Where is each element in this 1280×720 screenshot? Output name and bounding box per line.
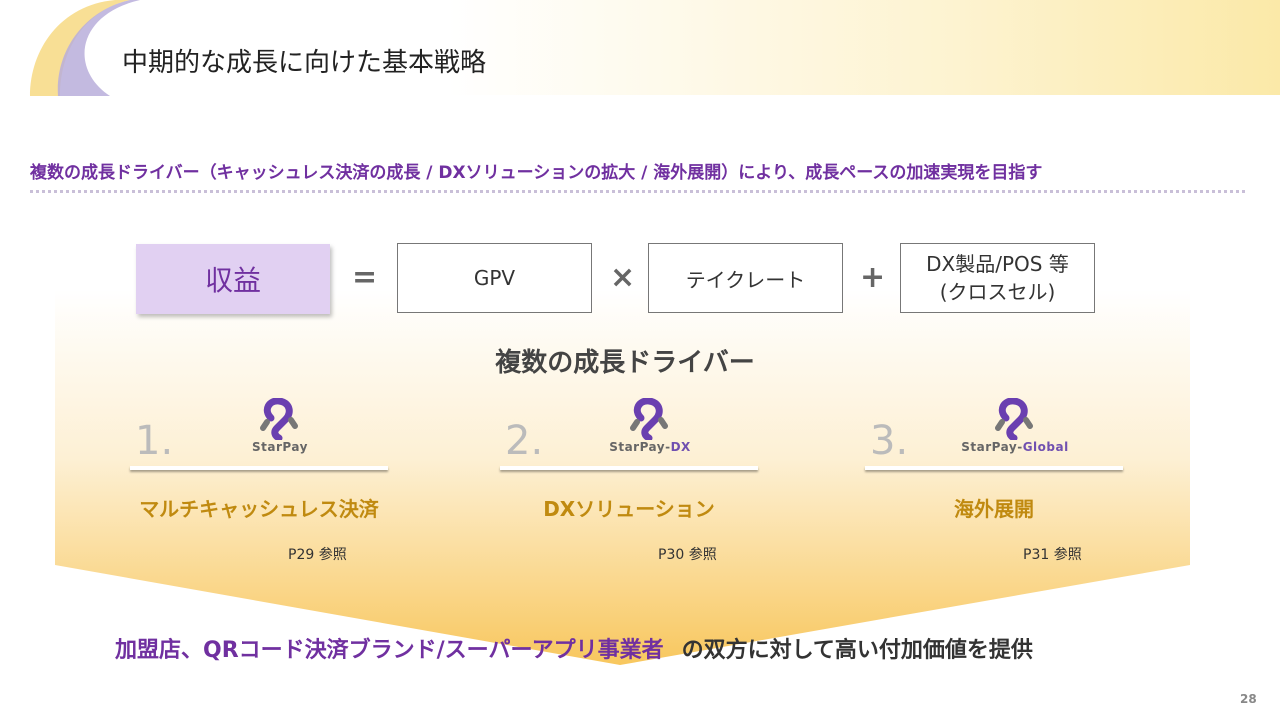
subtitle: 複数の成長ドライバー（キャッシュレス決済の成長 / DXソリューションの拡大 /… bbox=[30, 163, 1043, 183]
starpay-logo: StarPay-DX bbox=[560, 398, 740, 454]
page-reference-label: P30 参照 bbox=[658, 547, 717, 563]
logo-suffix: Global bbox=[1022, 440, 1069, 454]
bottom-highlight: 加盟店、QRコード決済ブランド/スーパーアプリ事業者 bbox=[115, 638, 664, 663]
starpay-logo-icon bbox=[630, 398, 668, 440]
driver-name: マルチキャッシュレス決済 bbox=[139, 497, 379, 521]
page-reference-tag[interactable]: P29 参照 bbox=[272, 541, 387, 567]
dotted-divider bbox=[30, 190, 1245, 193]
page-reference-tag[interactable]: P31 参照 bbox=[1007, 541, 1122, 567]
driver-number: 1. bbox=[135, 418, 174, 464]
decorative-arc bbox=[30, 0, 140, 96]
driver-number: 2. bbox=[505, 418, 544, 464]
starpay-logo: StarPay bbox=[190, 398, 370, 454]
take-rate-box: テイクレート bbox=[648, 243, 843, 313]
page-number: 28 bbox=[1240, 692, 1257, 706]
divider-line bbox=[500, 466, 758, 470]
driver-number: 3. bbox=[870, 418, 909, 464]
gpv-box: GPV bbox=[397, 243, 592, 313]
logo-text: StarPay- bbox=[609, 440, 671, 454]
driver-name: DXソリューション bbox=[543, 497, 715, 521]
page-reference-label: P29 参照 bbox=[288, 547, 347, 563]
header-band bbox=[0, 0, 1280, 95]
starpay-logo: StarPay-Global bbox=[925, 398, 1105, 454]
dx-products-line1: DX製品/POS 等 bbox=[926, 252, 1069, 276]
bottom-rest: の双方に対して高い付加価値を提供 bbox=[681, 638, 1033, 663]
plus-sign: + bbox=[860, 260, 886, 295]
divider-line bbox=[865, 466, 1123, 470]
equals-sign: = bbox=[352, 260, 378, 295]
drivers-title: 複数の成長ドライバー bbox=[495, 348, 755, 378]
times-sign: × bbox=[610, 260, 636, 295]
logo-text: StarPay- bbox=[961, 440, 1023, 454]
driver-name: 海外展開 bbox=[954, 497, 1034, 521]
dx-products-box: DX製品/POS 等 (クロスセル) bbox=[900, 243, 1095, 313]
logo-text: StarPay bbox=[252, 440, 308, 454]
divider-line bbox=[130, 466, 388, 470]
revenue-box: 収益 bbox=[136, 244, 330, 314]
page-reference-label: P31 参照 bbox=[1023, 547, 1082, 563]
page-title: 中期的な成長に向けた基本戦略 bbox=[122, 48, 487, 78]
page-reference-tag[interactable]: P30 参照 bbox=[642, 541, 757, 567]
starpay-logo-icon bbox=[260, 398, 298, 440]
dx-products-line2: (クロスセル) bbox=[939, 280, 1056, 304]
logo-suffix: DX bbox=[670, 440, 691, 454]
bottom-message: 加盟店、QRコード決済ブランド/スーパーアプリ事業者 の双方に対して高い付加価値を… bbox=[115, 632, 1033, 664]
starpay-logo-icon bbox=[995, 398, 1033, 440]
